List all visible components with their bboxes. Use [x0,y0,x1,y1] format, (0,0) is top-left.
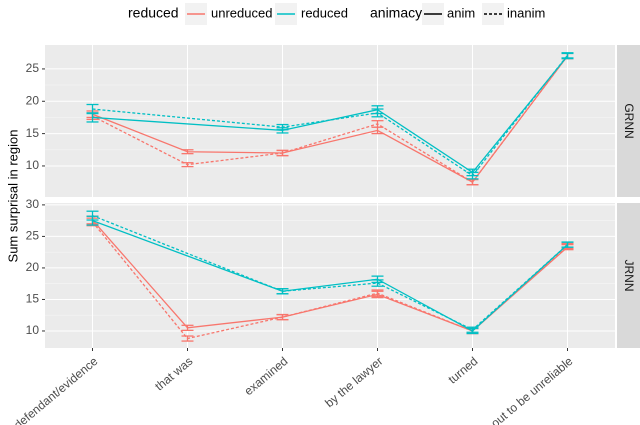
y-tick-label: 20 [26,93,40,107]
panel-background [45,45,615,197]
x-tick-label: examined [242,354,291,398]
x-tick-label: that was [152,354,195,393]
panel-background [45,203,615,348]
x-tick-label: out to be unreliable [488,354,575,425]
y-tick-label: 10 [26,323,40,337]
legend-key [482,3,504,25]
strip-background [617,45,640,197]
legend-label: unreduced [211,5,272,20]
x-tick-label: by the lawyer [322,354,385,410]
legend-title: reduced [128,5,179,21]
legend-label: anim [447,5,475,20]
y-tick-label: 15 [26,126,40,140]
y-axis-label: Sum surprisal in region [5,130,20,263]
y-tick-label: 25 [26,229,40,243]
series-line [92,55,569,183]
y-tick-label: 25 [26,61,40,75]
series-line [92,55,569,183]
x-tick-label: turned [445,354,480,387]
strip-label: GRNN [622,103,636,138]
series-line [91,221,568,340]
legend-label: inanim [507,5,545,20]
x-tick-label: defendant/evidence [11,354,100,425]
series-line [92,215,568,331]
y-tick-label: 20 [26,260,40,274]
legend-title: animacy [370,5,422,21]
y-tick-label: 10 [26,158,40,172]
legend-label: reduced [301,5,348,20]
strip-label: JRNN [622,260,636,292]
y-tick-label: 30 [26,197,40,211]
strip-background [617,203,640,348]
y-tick-label: 15 [26,292,40,306]
